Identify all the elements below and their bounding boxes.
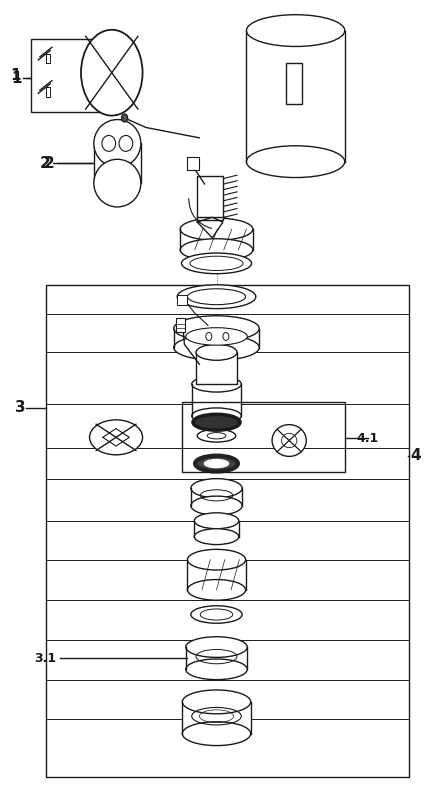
Ellipse shape bbox=[196, 344, 237, 360]
Ellipse shape bbox=[197, 430, 236, 442]
Bar bbox=[197, 176, 223, 220]
Polygon shape bbox=[246, 30, 345, 162]
Ellipse shape bbox=[194, 513, 239, 529]
Ellipse shape bbox=[174, 316, 259, 342]
Ellipse shape bbox=[122, 114, 128, 122]
Bar bbox=[187, 157, 200, 170]
Ellipse shape bbox=[246, 14, 345, 46]
Bar bbox=[182, 402, 345, 471]
Text: 4: 4 bbox=[410, 448, 420, 463]
Polygon shape bbox=[180, 229, 253, 250]
Ellipse shape bbox=[195, 456, 238, 471]
Ellipse shape bbox=[192, 408, 241, 424]
Bar bbox=[196, 352, 237, 384]
Polygon shape bbox=[174, 329, 259, 347]
Ellipse shape bbox=[246, 146, 345, 178]
Polygon shape bbox=[186, 647, 247, 670]
Ellipse shape bbox=[81, 30, 142, 115]
Ellipse shape bbox=[94, 119, 141, 167]
Ellipse shape bbox=[191, 478, 242, 498]
Ellipse shape bbox=[204, 458, 229, 468]
Ellipse shape bbox=[94, 159, 141, 207]
Text: 4.1: 4.1 bbox=[357, 432, 379, 445]
Polygon shape bbox=[194, 521, 239, 537]
Bar bbox=[45, 285, 409, 778]
Ellipse shape bbox=[186, 659, 247, 680]
Text: 1: 1 bbox=[12, 70, 22, 86]
Polygon shape bbox=[187, 560, 246, 590]
Ellipse shape bbox=[187, 550, 246, 570]
Ellipse shape bbox=[177, 285, 256, 309]
Text: 1: 1 bbox=[10, 68, 21, 83]
Text: 3.1: 3.1 bbox=[35, 652, 57, 665]
Ellipse shape bbox=[193, 414, 240, 430]
Ellipse shape bbox=[182, 690, 251, 714]
Ellipse shape bbox=[90, 420, 142, 455]
Polygon shape bbox=[182, 702, 251, 734]
Ellipse shape bbox=[174, 335, 259, 360]
Bar bbox=[286, 63, 302, 105]
Text: 3: 3 bbox=[15, 401, 25, 415]
Bar bbox=[94, 143, 141, 183]
Ellipse shape bbox=[180, 218, 253, 240]
Text: 2: 2 bbox=[44, 156, 54, 170]
Bar bbox=[177, 295, 187, 305]
Polygon shape bbox=[192, 384, 241, 416]
Ellipse shape bbox=[186, 637, 247, 658]
Ellipse shape bbox=[191, 606, 242, 623]
Polygon shape bbox=[191, 488, 242, 506]
Ellipse shape bbox=[187, 579, 246, 600]
Ellipse shape bbox=[181, 253, 252, 274]
Ellipse shape bbox=[191, 496, 242, 515]
Ellipse shape bbox=[272, 425, 306, 457]
Ellipse shape bbox=[180, 238, 253, 261]
Ellipse shape bbox=[182, 722, 251, 746]
Ellipse shape bbox=[186, 328, 247, 345]
Bar bbox=[31, 39, 123, 113]
Ellipse shape bbox=[192, 376, 241, 392]
Text: 2: 2 bbox=[39, 156, 50, 170]
Ellipse shape bbox=[194, 529, 239, 545]
Bar bbox=[176, 318, 185, 333]
